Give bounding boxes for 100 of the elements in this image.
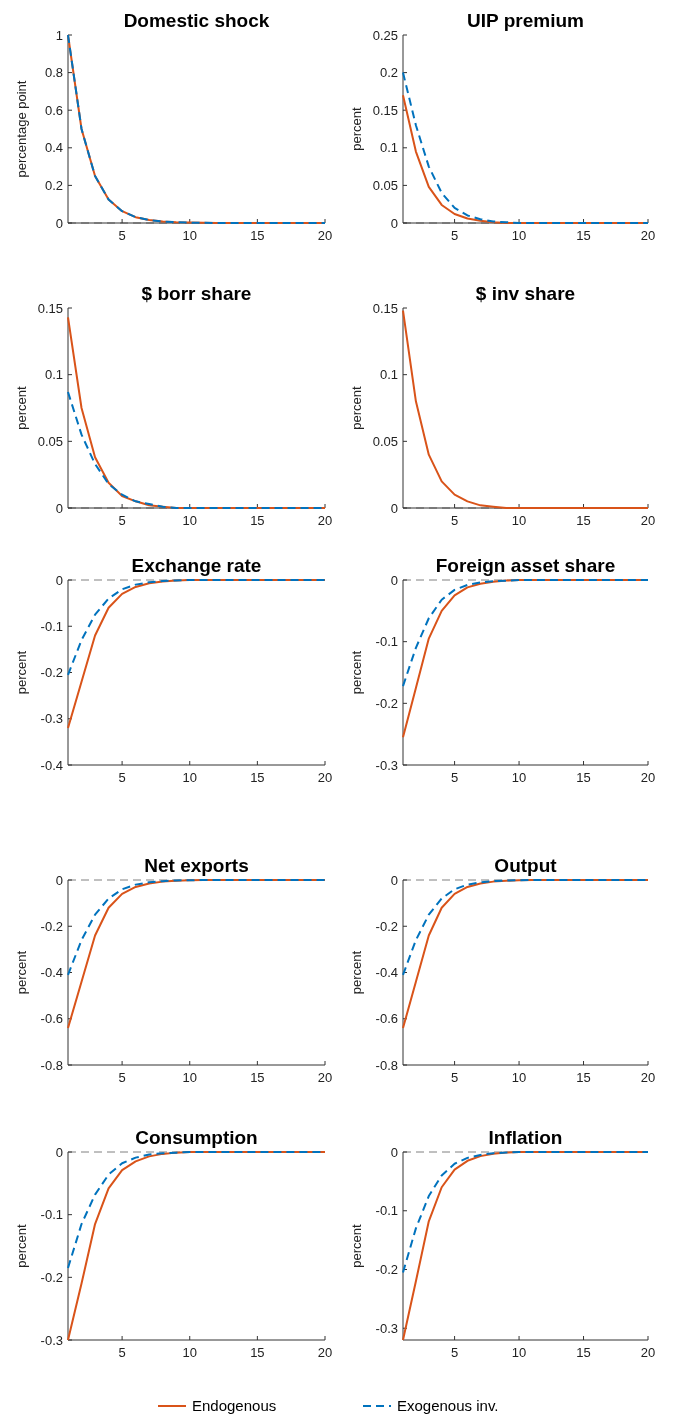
y-axis-title: percent bbox=[349, 385, 364, 430]
y-axis-title: percent bbox=[14, 385, 29, 430]
y-tick-label: 0 bbox=[390, 500, 398, 516]
y-tick-label: 0.25 bbox=[372, 27, 398, 43]
y-axis-title: percentage point bbox=[14, 80, 29, 178]
y-tick-label: 0 bbox=[390, 1144, 398, 1160]
x-tick-label: 5 bbox=[450, 513, 459, 528]
y-tick-label: -0.8 bbox=[375, 1057, 398, 1073]
y-tick-label: 0.15 bbox=[372, 300, 398, 316]
y-tick-label: 0 bbox=[390, 872, 398, 888]
y-tick-label: -0.4 bbox=[375, 965, 398, 980]
x-tick-label: 5 bbox=[118, 770, 126, 785]
y-tick-label: 0.05 bbox=[372, 433, 398, 449]
x-tick-label: 15 bbox=[250, 1345, 265, 1360]
y-tick-label: -0.3 bbox=[375, 757, 398, 773]
chart-title: Domestic shock bbox=[123, 10, 270, 31]
y-axis-title: percent bbox=[349, 950, 364, 995]
x-tick-label: 20 bbox=[640, 513, 656, 528]
y-tick-label: 0.15 bbox=[372, 102, 398, 118]
line-series bbox=[402, 879, 649, 1029]
y-tick-label: -0.1 bbox=[375, 1203, 398, 1219]
line-series bbox=[67, 34, 326, 224]
x-tick-label: 15 bbox=[576, 770, 591, 785]
y-tick-label: 0.8 bbox=[44, 65, 63, 81]
y-tick-label: -0.3 bbox=[375, 1320, 398, 1336]
x-tick-label: 15 bbox=[576, 513, 591, 528]
x-tick-label: 15 bbox=[250, 770, 265, 785]
y-tick-label: 0.15 bbox=[37, 300, 63, 316]
y-tick-label: -0.1 bbox=[40, 618, 63, 634]
chart-title: Net exports bbox=[144, 855, 249, 876]
y-tick-label: -0.2 bbox=[40, 918, 63, 934]
y-axis-title: percent bbox=[349, 106, 364, 151]
x-tick-label: 10 bbox=[511, 1070, 527, 1085]
x-tick-label: 5 bbox=[450, 1070, 459, 1085]
y-tick-label: -0.2 bbox=[40, 1269, 63, 1285]
x-tick-label: 5 bbox=[118, 228, 126, 243]
chart-title: UIP premium bbox=[467, 10, 584, 31]
x-tick-label: 5 bbox=[450, 228, 459, 243]
x-tick-label: 15 bbox=[576, 1070, 591, 1085]
line-series bbox=[402, 579, 649, 688]
x-tick-label: 10 bbox=[182, 770, 197, 785]
y-tick-label: 1 bbox=[55, 27, 63, 43]
x-tick-label: 5 bbox=[118, 513, 126, 528]
x-tick-label: 20 bbox=[640, 1345, 656, 1360]
y-axis-title: percent bbox=[14, 650, 29, 695]
x-tick-label: 20 bbox=[317, 228, 333, 243]
y-tick-label: -0.6 bbox=[375, 1011, 398, 1027]
x-tick-label: 10 bbox=[511, 770, 527, 785]
chart-title: Consumption bbox=[135, 1127, 258, 1148]
y-tick-label: -0.4 bbox=[40, 757, 63, 773]
line-series bbox=[67, 579, 326, 676]
y-axis-title: percent bbox=[349, 650, 364, 695]
chart-title: Foreign asset share bbox=[435, 555, 616, 576]
y-tick-label: -0.3 bbox=[40, 711, 63, 727]
y-tick-label: -0.2 bbox=[40, 665, 63, 680]
x-tick-label: 15 bbox=[250, 1070, 265, 1085]
x-tick-label: 5 bbox=[450, 1345, 459, 1360]
x-tick-label: 15 bbox=[576, 228, 591, 243]
y-tick-label: -0.4 bbox=[40, 965, 63, 980]
x-tick-label: 5 bbox=[118, 1345, 126, 1360]
x-tick-label: 20 bbox=[640, 770, 656, 785]
y-tick-label: 0.4 bbox=[44, 140, 63, 156]
y-tick-label: 0 bbox=[55, 215, 63, 231]
y-tick-label: -0.8 bbox=[40, 1057, 63, 1073]
x-tick-label: 10 bbox=[511, 1345, 527, 1360]
y-tick-label: -0.6 bbox=[40, 1011, 63, 1027]
y-tick-label: -0.3 bbox=[40, 1332, 63, 1348]
x-tick-label: 15 bbox=[576, 1345, 591, 1360]
y-tick-label: 0.05 bbox=[372, 177, 398, 193]
x-tick-label: 5 bbox=[118, 1070, 126, 1085]
x-tick-label: 15 bbox=[250, 228, 265, 243]
x-tick-label: 15 bbox=[250, 513, 265, 528]
x-tick-label: 20 bbox=[640, 228, 656, 243]
legend-label: Endogenous bbox=[192, 1397, 277, 1414]
y-tick-label: 0.1 bbox=[44, 367, 63, 383]
y-axis-title: percent bbox=[14, 950, 29, 995]
chart-title: Output bbox=[494, 855, 558, 876]
line-series bbox=[402, 309, 649, 509]
chart-title: Inflation bbox=[488, 1127, 563, 1148]
x-tick-label: 10 bbox=[182, 1070, 197, 1085]
y-tick-label: 0.6 bbox=[44, 102, 63, 118]
y-tick-label: 0 bbox=[55, 500, 63, 516]
y-tick-label: -0.1 bbox=[375, 634, 398, 650]
y-tick-label: 0 bbox=[55, 872, 63, 888]
x-tick-label: 20 bbox=[317, 770, 333, 785]
x-tick-label: 10 bbox=[182, 228, 197, 243]
x-tick-label: 10 bbox=[511, 228, 527, 243]
y-tick-label: 0 bbox=[390, 572, 398, 588]
x-tick-label: 20 bbox=[317, 1345, 333, 1360]
line-series bbox=[67, 1151, 326, 1341]
chart-title: Exchange rate bbox=[131, 555, 262, 576]
line-series bbox=[402, 1151, 649, 1274]
y-tick-label: 0 bbox=[55, 1144, 63, 1160]
y-axis-title: percent bbox=[14, 1223, 29, 1268]
y-tick-label: -0.2 bbox=[375, 695, 398, 711]
chart-title: $ borr share bbox=[141, 283, 252, 304]
y-tick-label: 0 bbox=[55, 572, 63, 588]
x-tick-label: 10 bbox=[182, 513, 197, 528]
y-tick-label: 0.2 bbox=[379, 65, 398, 81]
chart-title: $ inv share bbox=[475, 283, 576, 304]
